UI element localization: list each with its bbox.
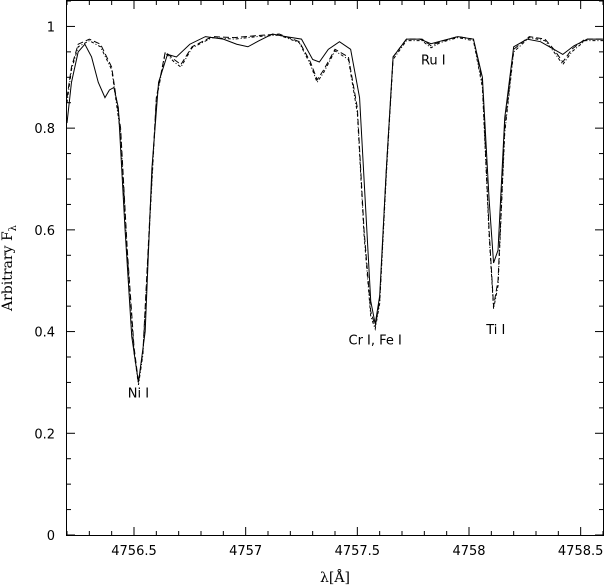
series-line-solid bbox=[66, 33, 603, 383]
y-tick-label-0: 0 bbox=[47, 529, 55, 544]
y-tick-label-4: 0.8 bbox=[34, 122, 55, 137]
x-tick-label-0: 4756.5 bbox=[111, 544, 157, 559]
y-tick-label-3: 0.6 bbox=[34, 224, 55, 239]
series-line-dash-dot bbox=[66, 34, 603, 386]
line-label-0: Ni I bbox=[128, 387, 149, 402]
y-tick-label-2: 0.4 bbox=[34, 326, 55, 341]
x-tick-label-2: 4757.5 bbox=[335, 544, 381, 559]
y-tick-label-1: 0.2 bbox=[34, 427, 55, 442]
x-tick-label-1: 4757 bbox=[229, 544, 262, 559]
y-axis-title: Arbitrary Fλ bbox=[0, 224, 19, 312]
series-line-dashed bbox=[66, 33, 603, 383]
y-tick-label-5: 1 bbox=[47, 20, 55, 35]
x-axis-title: λ[Å] bbox=[320, 568, 350, 586]
series-layer bbox=[66, 33, 603, 386]
annotation-layer: Ni I Cr I, Fe I Ti I Ru I bbox=[128, 54, 506, 402]
x-tick-label-3: 4758 bbox=[452, 544, 485, 559]
x-axis: 4756.5 4757 4757.5 4758 4758.5 bbox=[66, 1, 604, 559]
line-label-2: Ti I bbox=[485, 323, 505, 338]
x-tick-label-4: 4758.5 bbox=[558, 544, 604, 559]
y-axis: 0 0.2 0.4 0.6 0.8 1 bbox=[34, 0, 603, 544]
y-axis-title-main: Arbitrary F bbox=[0, 231, 16, 312]
plot-frame bbox=[66, 0, 604, 536]
line-label-1: Cr I, Fe I bbox=[349, 333, 402, 348]
line-label-3: Ru I bbox=[421, 54, 446, 69]
y-axis-title-subscript: λ bbox=[8, 224, 19, 231]
